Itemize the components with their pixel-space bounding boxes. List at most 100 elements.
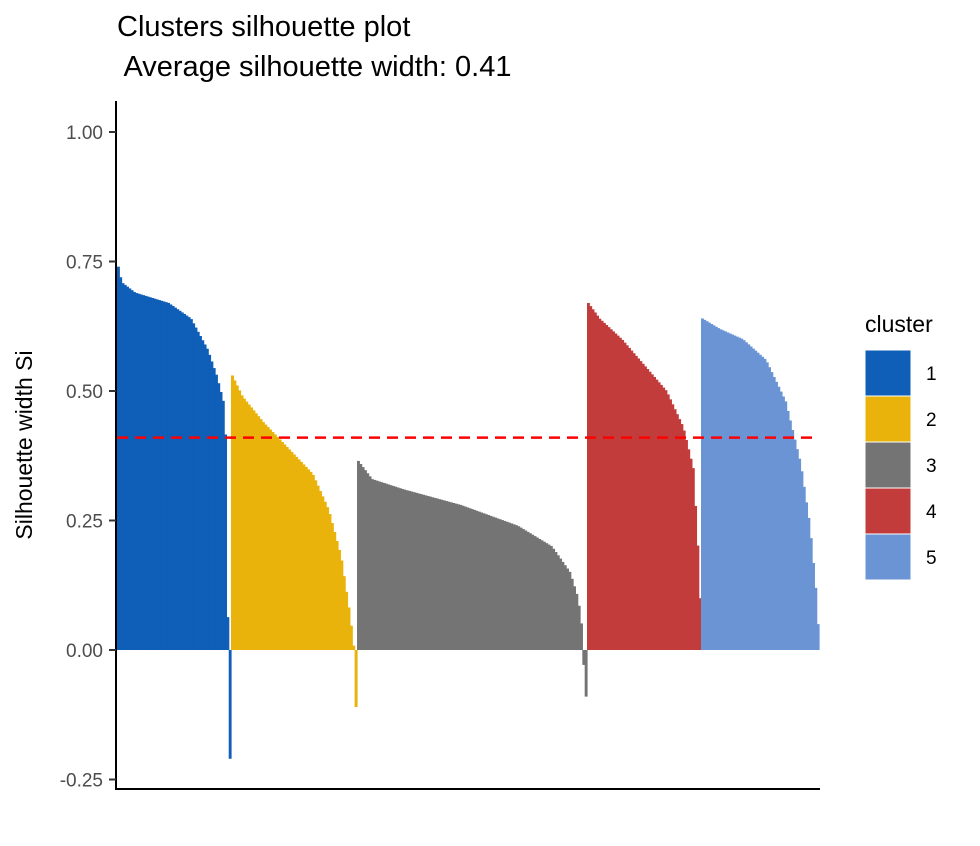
silhouette-bar xyxy=(533,536,537,650)
silhouette-bar xyxy=(226,617,230,650)
silhouette-bar xyxy=(307,469,311,650)
silhouette-bar xyxy=(691,468,695,650)
silhouette-bar xyxy=(273,434,277,650)
silhouette-bar xyxy=(501,520,504,650)
silhouette-bar xyxy=(786,410,790,650)
silhouette-bar xyxy=(269,429,273,650)
silhouette-bar xyxy=(687,449,691,650)
silhouette-bar xyxy=(761,356,765,650)
silhouette-bar xyxy=(623,342,627,650)
silhouette-bar xyxy=(440,499,444,650)
silhouette-bar xyxy=(554,552,558,650)
silhouette-bar xyxy=(630,350,634,650)
silhouette-bar xyxy=(174,307,177,650)
silhouette-bar xyxy=(373,479,377,650)
silhouette-bar xyxy=(596,315,599,650)
silhouette-bar xyxy=(566,568,570,650)
silhouette-bar xyxy=(712,325,716,650)
silhouette-bar xyxy=(201,340,205,650)
silhouette-bar xyxy=(482,513,486,650)
silhouette-bar xyxy=(602,322,606,650)
silhouette-bar xyxy=(570,578,574,650)
silhouette-bar xyxy=(575,593,579,650)
silhouette-bar xyxy=(609,329,613,650)
silhouette-bar xyxy=(591,309,595,650)
silhouette-bar xyxy=(189,319,193,650)
silhouette-bar xyxy=(800,471,804,650)
silhouette-bar xyxy=(710,324,714,650)
silhouette-bar xyxy=(264,424,268,650)
silhouette-bar xyxy=(653,376,656,650)
silhouette-bar xyxy=(387,484,391,650)
silhouette-bar xyxy=(747,344,751,650)
silhouette-bar xyxy=(384,483,388,650)
silhouette-bar xyxy=(805,502,809,650)
silhouette-bar xyxy=(123,284,127,650)
cluster-2-bars xyxy=(231,375,358,707)
silhouette-bar xyxy=(607,327,611,650)
legend-label-3: 3 xyxy=(926,456,937,477)
silhouette-bar xyxy=(180,312,184,651)
silhouette-bar xyxy=(719,329,723,650)
silhouette-bar xyxy=(466,507,470,650)
silhouette-bar xyxy=(176,309,180,650)
silhouette-bar xyxy=(271,432,275,650)
silhouette-bar xyxy=(349,625,353,650)
silhouette-bar xyxy=(153,298,157,650)
silhouette-bar xyxy=(662,387,666,650)
silhouette-bar xyxy=(221,400,225,650)
silhouette-bar xyxy=(231,375,234,650)
silhouette-bar xyxy=(589,306,593,650)
silhouette-bar xyxy=(335,540,339,650)
silhouette-bar xyxy=(816,624,820,650)
silhouette-bar xyxy=(238,390,242,650)
silhouette-bar xyxy=(749,346,753,650)
silhouette-bar xyxy=(600,320,604,650)
silhouette-bar xyxy=(538,538,542,650)
silhouette-bar xyxy=(814,587,818,650)
silhouette-bar xyxy=(503,520,507,650)
silhouette-bar xyxy=(669,399,672,650)
silhouette-bar xyxy=(445,501,449,650)
silhouette-bar xyxy=(242,398,246,650)
silhouette-bar xyxy=(552,548,556,650)
silhouette-bar xyxy=(126,286,129,650)
silhouette-bar xyxy=(321,496,325,650)
silhouette-bar xyxy=(394,486,398,650)
silhouette-bar xyxy=(526,531,530,650)
silhouette-bar xyxy=(224,434,228,650)
silhouette-bar xyxy=(494,517,497,650)
silhouette-bar xyxy=(217,383,221,650)
silhouette-bar xyxy=(556,555,560,650)
silhouette-bar xyxy=(682,430,686,650)
silhouette-bar xyxy=(707,322,711,650)
silhouette-bar xyxy=(240,395,244,650)
silhouette-bar xyxy=(531,534,535,650)
silhouette-bar xyxy=(612,331,615,650)
silhouette-bar xyxy=(549,545,553,650)
y-tick-label: 0.75 xyxy=(66,253,103,274)
silhouette-bar xyxy=(352,645,356,650)
silhouette-bar xyxy=(250,407,253,650)
silhouette-bar xyxy=(795,449,799,650)
silhouette-bar xyxy=(304,466,308,650)
silhouette-bar xyxy=(160,300,164,650)
silhouette-bar xyxy=(540,540,544,650)
silhouette-bar xyxy=(675,414,679,650)
silhouette-bar xyxy=(389,485,393,650)
silhouette-bar xyxy=(144,295,148,650)
silhouette-bar xyxy=(671,404,675,650)
silhouette-bar xyxy=(473,509,477,650)
silhouette-bar xyxy=(721,330,725,650)
silhouette-bar xyxy=(508,522,511,650)
silhouette-bar xyxy=(196,331,200,650)
silhouette-bar xyxy=(340,560,344,650)
silhouette-bar xyxy=(203,344,207,650)
silhouette-bar xyxy=(496,518,500,650)
silhouette-bar xyxy=(245,401,249,650)
silhouette-bar xyxy=(793,439,797,650)
silhouette-bar xyxy=(514,525,518,650)
silhouette-bar xyxy=(424,495,428,650)
silhouette-bar xyxy=(728,333,732,650)
